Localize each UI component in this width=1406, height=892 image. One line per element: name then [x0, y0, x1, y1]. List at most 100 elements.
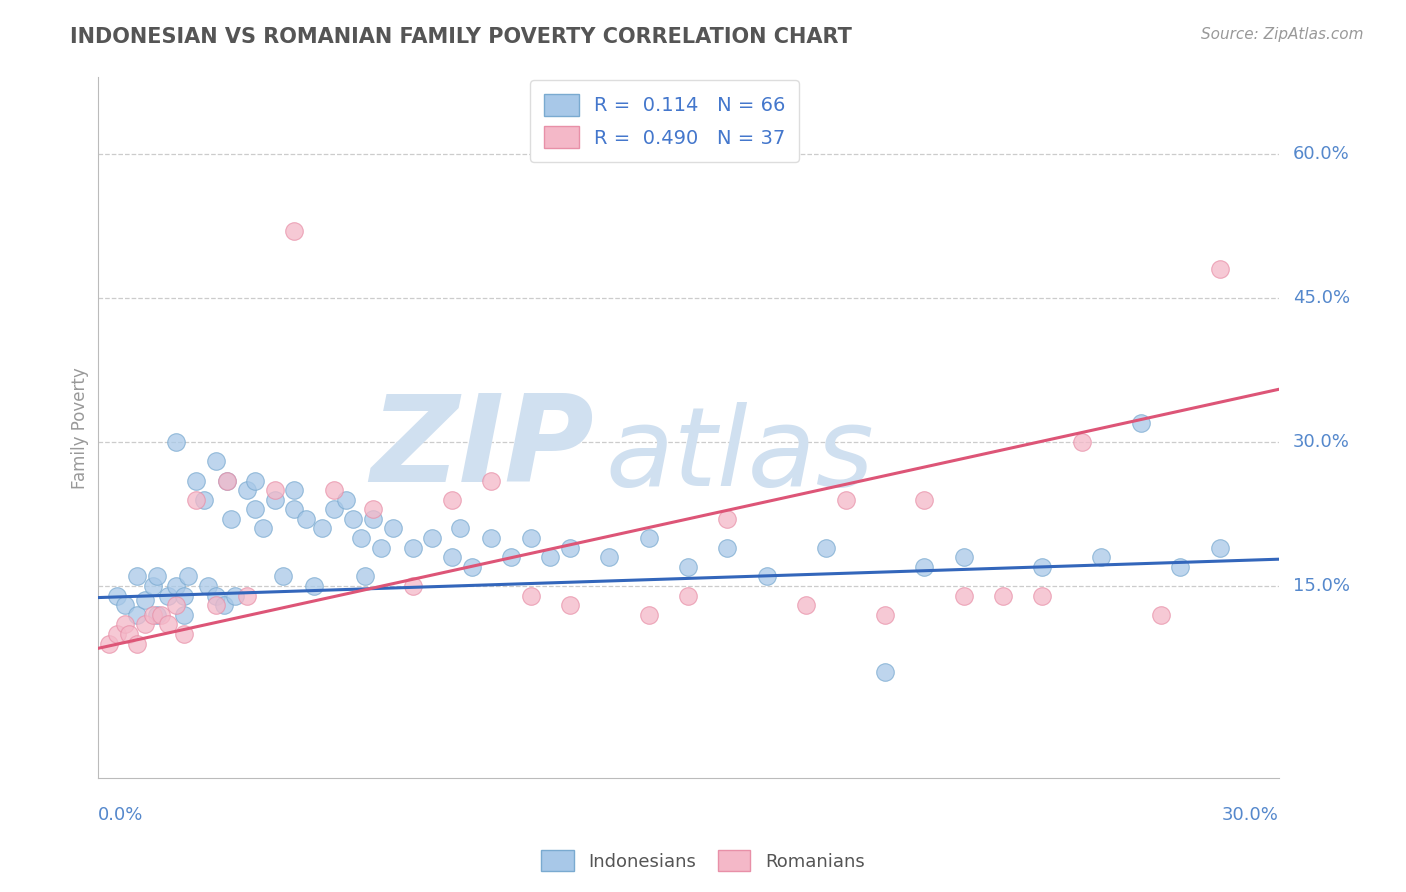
Point	[114, 599, 136, 613]
Point	[354, 569, 377, 583]
Text: atlas: atlas	[606, 402, 875, 509]
Point	[217, 474, 239, 488]
Point	[755, 569, 778, 583]
Point	[173, 627, 195, 641]
Text: ZIP: ZIP	[370, 390, 593, 508]
Point	[335, 492, 357, 507]
Point	[118, 627, 141, 641]
Point	[420, 531, 443, 545]
Point	[204, 454, 226, 468]
Point	[173, 589, 195, 603]
Text: 30.0%: 30.0%	[1222, 806, 1278, 824]
Point	[221, 512, 243, 526]
Point	[912, 492, 935, 507]
Point	[263, 483, 285, 497]
Point	[873, 607, 896, 622]
Point	[460, 560, 482, 574]
Point	[1208, 262, 1230, 277]
Y-axis label: Family Poverty: Family Poverty	[72, 367, 89, 489]
Point	[401, 579, 423, 593]
Point	[558, 599, 581, 613]
Point	[204, 599, 226, 613]
Point	[173, 607, 195, 622]
Point	[322, 483, 344, 497]
Point	[236, 589, 259, 603]
Point	[142, 607, 165, 622]
Point	[912, 560, 935, 574]
Point	[342, 512, 364, 526]
Point	[204, 589, 226, 603]
Point	[125, 569, 148, 583]
Point	[991, 589, 1014, 603]
Point	[479, 531, 502, 545]
Point	[716, 541, 738, 555]
Point	[157, 589, 180, 603]
Point	[125, 637, 148, 651]
Point	[1031, 589, 1053, 603]
Point	[440, 492, 463, 507]
Point	[98, 637, 121, 651]
Point	[519, 589, 541, 603]
Point	[499, 550, 522, 565]
Point	[1090, 550, 1112, 565]
Text: 15.0%: 15.0%	[1292, 577, 1350, 595]
Text: 45.0%: 45.0%	[1292, 289, 1350, 307]
Point	[637, 607, 659, 622]
Legend: Indonesians, Romanians: Indonesians, Romanians	[534, 843, 872, 879]
Point	[165, 435, 187, 450]
Point	[558, 541, 581, 555]
Point	[105, 627, 128, 641]
Point	[243, 474, 266, 488]
Point	[449, 521, 471, 535]
Point	[157, 617, 180, 632]
Text: Source: ZipAtlas.com: Source: ZipAtlas.com	[1201, 27, 1364, 42]
Point	[440, 550, 463, 565]
Point	[149, 607, 172, 622]
Point	[479, 474, 502, 488]
Point	[283, 224, 305, 238]
Point	[217, 474, 239, 488]
Point	[243, 502, 266, 516]
Point	[165, 599, 187, 613]
Point	[197, 579, 219, 593]
Point	[105, 589, 128, 603]
Text: 30.0%: 30.0%	[1292, 434, 1350, 451]
Point	[283, 483, 305, 497]
Point	[1168, 560, 1191, 574]
Point	[834, 492, 856, 507]
Point	[381, 521, 404, 535]
Point	[263, 492, 285, 507]
Point	[676, 589, 699, 603]
Text: 0.0%: 0.0%	[97, 806, 143, 824]
Point	[177, 569, 200, 583]
Point	[361, 512, 384, 526]
Point	[184, 492, 207, 507]
Point	[361, 502, 384, 516]
Legend: R =  0.114   N = 66, R =  0.490   N = 37: R = 0.114 N = 66, R = 0.490 N = 37	[530, 80, 799, 162]
Point	[598, 550, 620, 565]
Point	[165, 579, 187, 593]
Point	[125, 607, 148, 622]
Point	[401, 541, 423, 555]
Point	[716, 512, 738, 526]
Point	[252, 521, 274, 535]
Point	[519, 531, 541, 545]
Point	[794, 599, 817, 613]
Point	[224, 589, 246, 603]
Point	[1031, 560, 1053, 574]
Point	[184, 474, 207, 488]
Point	[142, 579, 165, 593]
Point	[676, 560, 699, 574]
Point	[114, 617, 136, 632]
Point	[311, 521, 333, 535]
Point	[1070, 435, 1092, 450]
Point	[873, 665, 896, 680]
Point	[952, 589, 974, 603]
Point	[1208, 541, 1230, 555]
Point	[212, 599, 235, 613]
Point	[350, 531, 373, 545]
Text: 60.0%: 60.0%	[1292, 145, 1350, 163]
Point	[952, 550, 974, 565]
Point	[134, 617, 156, 632]
Point	[538, 550, 561, 565]
